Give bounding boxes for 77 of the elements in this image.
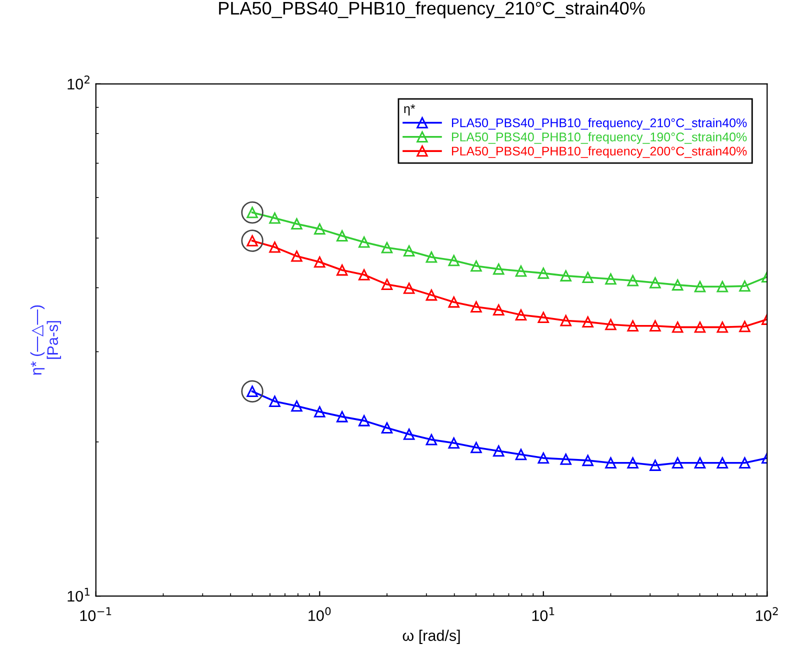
y-axis-title: η* (—△—) [Pa-s] — [30, 305, 62, 375]
point — [650, 460, 661, 471]
point — [336, 411, 348, 422]
point — [314, 223, 326, 235]
point — [381, 242, 393, 254]
point — [448, 437, 460, 449]
point — [403, 428, 415, 440]
point — [426, 251, 438, 263]
point — [515, 265, 527, 277]
point — [672, 279, 684, 291]
point — [269, 396, 280, 407]
x-tick-label: 10$^{0}$ — [308, 607, 331, 622]
point — [381, 422, 393, 434]
point — [716, 280, 728, 292]
point — [739, 457, 750, 468]
point — [269, 212, 280, 224]
point — [739, 280, 750, 292]
point — [582, 454, 594, 466]
point — [448, 296, 460, 308]
point — [291, 218, 302, 230]
point — [358, 236, 370, 248]
point — [627, 320, 638, 332]
point — [605, 457, 616, 468]
point — [426, 289, 438, 301]
point — [672, 457, 684, 468]
legend-title: η* — [404, 104, 416, 116]
point — [515, 448, 527, 460]
point — [605, 273, 616, 285]
point — [493, 445, 504, 457]
point — [291, 400, 302, 412]
point — [358, 269, 370, 280]
point — [627, 274, 638, 286]
legend-label: PLA50_PBS40_PHB10_frequency_200°C_strain40% — [452, 146, 747, 158]
point — [560, 315, 572, 326]
point — [470, 442, 482, 454]
point — [650, 320, 661, 332]
point — [582, 272, 594, 284]
point — [538, 268, 550, 279]
point — [560, 270, 572, 282]
point — [314, 256, 326, 268]
x-tick-label: 10$^{−1}$ — [80, 607, 112, 622]
point — [582, 316, 594, 328]
point — [739, 320, 750, 332]
point — [314, 406, 326, 418]
point — [291, 250, 302, 262]
point — [493, 304, 504, 316]
point — [358, 415, 370, 426]
point — [403, 282, 415, 294]
point — [694, 280, 706, 292]
point — [269, 242, 280, 253]
point — [538, 312, 550, 324]
point — [716, 322, 728, 333]
point — [470, 301, 482, 312]
legend-label: PLA50_PBS40_PHB10_frequency_210°C_strain40% — [452, 118, 747, 130]
point — [627, 457, 638, 468]
point — [336, 264, 348, 276]
point — [470, 260, 482, 272]
point — [493, 263, 504, 275]
point — [650, 277, 661, 288]
point — [605, 318, 616, 330]
point — [694, 322, 706, 333]
point — [403, 245, 415, 257]
point — [694, 457, 706, 468]
legend-label: PLA50_PBS40_PHB10_frequency_190°C_strain40% — [452, 132, 747, 144]
point — [716, 457, 728, 468]
point — [381, 278, 393, 290]
point — [426, 434, 438, 446]
point — [560, 454, 572, 465]
point — [336, 230, 348, 242]
point — [672, 322, 684, 333]
x-tick-label: 10$^{1}$ — [532, 607, 554, 622]
x-tick-label: 10$^{2}$ — [756, 607, 778, 622]
point — [538, 452, 550, 464]
point — [448, 254, 460, 266]
point — [515, 309, 527, 321]
chart-title: PLA50_PBS40_PHB10_frequency_210°C_strain40% — [219, 1, 645, 18]
x-axis-title: ω [rad/s] — [402, 630, 460, 644]
